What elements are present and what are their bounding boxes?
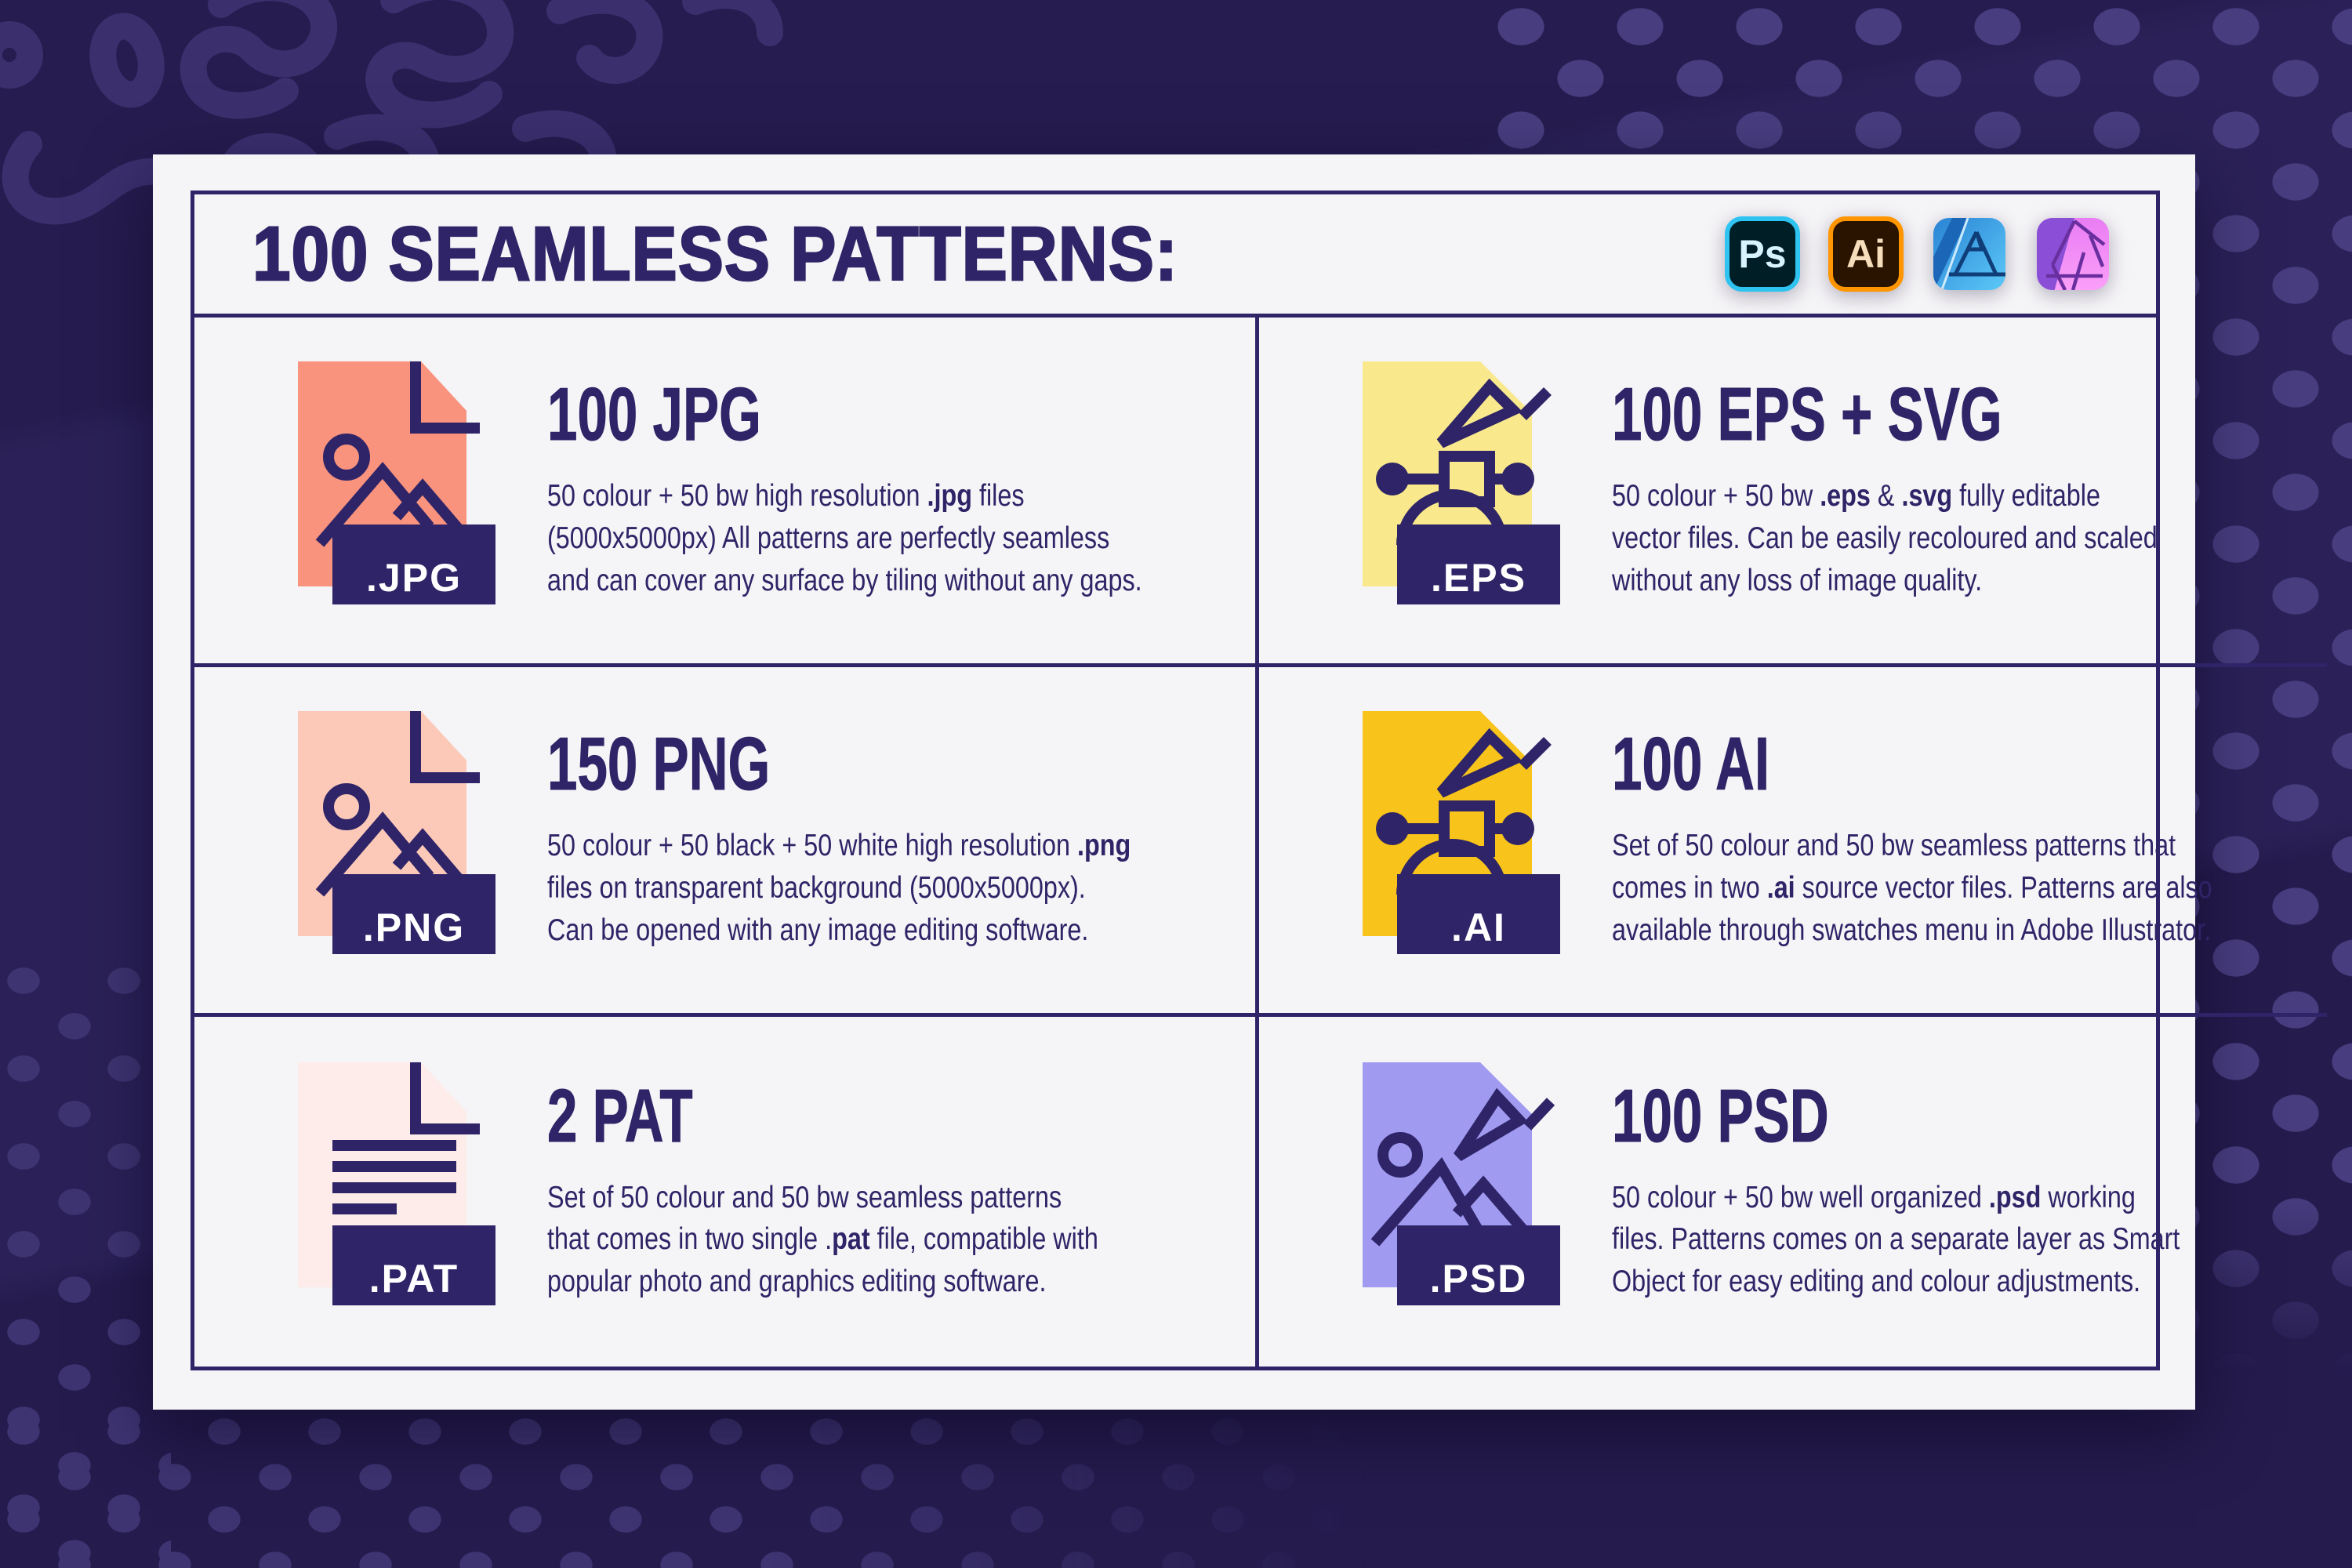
file-ext-label: .JPG bbox=[366, 556, 462, 600]
format-grid: .JPG 100 JPG 50 colour + 50 bw high reso… bbox=[194, 318, 2327, 1367]
file-ext-label: .AI bbox=[1451, 906, 1506, 949]
cell-description: Set of 50 colour and 50 bw seamless patt… bbox=[1612, 829, 2212, 947]
cell-png: .PNG 150 PNG 50 colour + 50 black + 50 w… bbox=[194, 667, 1260, 1017]
cell-description: 50 colour + 50 black + 50 white high res… bbox=[547, 829, 1131, 947]
cell-description: 50 colour + 50 bw high resolution .jpg f… bbox=[547, 479, 1142, 597]
cell-heading: 150 PNG bbox=[547, 722, 771, 807]
page-title: 100 SEAMLESS PATTERNS: bbox=[252, 210, 1178, 298]
file-ext-label: .PNG bbox=[363, 906, 465, 949]
cell-jpg: .JPG 100 JPG 50 colour + 50 bw high reso… bbox=[194, 318, 1260, 667]
cell-psd-text: 100 PSD 50 colour + 50 bw well organized… bbox=[1612, 1073, 2288, 1306]
cell-description: 50 colour + 50 bw .eps & .svg fully edit… bbox=[1612, 479, 2158, 597]
info-table: 100 SEAMLESS PATTERNS: Ps Ai bbox=[191, 191, 2327, 1370]
compatible-apps: Ps Ai bbox=[1725, 216, 2111, 292]
illustrator-label: Ai bbox=[1846, 232, 1886, 276]
pattern-info-card: 100 SEAMLESS PATTERNS: Ps Ai bbox=[153, 154, 2327, 1410]
cell-heading: 100 AI bbox=[1612, 722, 1770, 807]
affinity-photo-icon bbox=[2037, 218, 2109, 290]
cell-ai: .AI 100 AI Set of 50 colour and 50 bw se… bbox=[1259, 667, 2327, 1017]
dot-pattern-bottom bbox=[0, 1411, 1396, 1568]
photoshop-icon: Ps bbox=[1725, 216, 1800, 292]
jpg-file-icon: .JPG bbox=[298, 361, 495, 604]
file-ext-label: .PAT bbox=[369, 1257, 459, 1301]
file-ext-label: .PSD bbox=[1430, 1257, 1528, 1301]
cell-eps-text: 100 EPS + SVG 50 colour + 50 bw .eps & .… bbox=[1612, 372, 2261, 604]
cell-psd: .PSD 100 PSD 50 colour + 50 bw well orga… bbox=[1259, 1017, 2327, 1367]
png-file-icon: .PNG bbox=[298, 710, 495, 954]
file-ext-label: .EPS bbox=[1431, 556, 1526, 600]
cell-pat-text: 2 PAT Set of 50 colour and 50 bw seamles… bbox=[547, 1073, 1203, 1306]
cell-description: 50 colour + 50 bw well organized .psd wo… bbox=[1612, 1180, 2180, 1299]
cell-heading: 2 PAT bbox=[547, 1073, 693, 1158]
cell-description: Set of 50 colour and 50 bw seamless patt… bbox=[547, 1180, 1098, 1299]
cell-jpg-text: 100 JPG 50 colour + 50 bw high resolutio… bbox=[547, 372, 1255, 604]
cell-eps: .EPS 100 EPS + SVG 50 colour + 50 bw .ep… bbox=[1259, 318, 2327, 667]
ai-file-icon: .AI bbox=[1363, 710, 1561, 954]
cell-heading: 100 EPS + SVG bbox=[1612, 372, 2002, 457]
photoshop-label: Ps bbox=[1738, 232, 1787, 276]
cell-heading: 100 JPG bbox=[547, 372, 762, 457]
affinity-designer-icon bbox=[1933, 218, 2005, 290]
cell-ai-text: 100 AI Set of 50 colour and 50 bw seamle… bbox=[1612, 722, 2327, 954]
psd-file-icon: .PSD bbox=[1363, 1062, 1561, 1305]
cell-pat: .PAT 2 PAT Set of 50 colour and 50 bw se… bbox=[194, 1017, 1260, 1367]
illustrator-icon: Ai bbox=[1828, 216, 1904, 292]
cell-heading: 100 PSD bbox=[1612, 1073, 1829, 1158]
table-header: 100 SEAMLESS PATTERNS: Ps Ai bbox=[194, 194, 2156, 318]
cell-png-text: 150 PNG 50 colour + 50 black + 50 white … bbox=[547, 722, 1242, 954]
eps-file-icon: .EPS bbox=[1363, 361, 1561, 604]
pat-file-icon: .PAT bbox=[298, 1062, 495, 1305]
